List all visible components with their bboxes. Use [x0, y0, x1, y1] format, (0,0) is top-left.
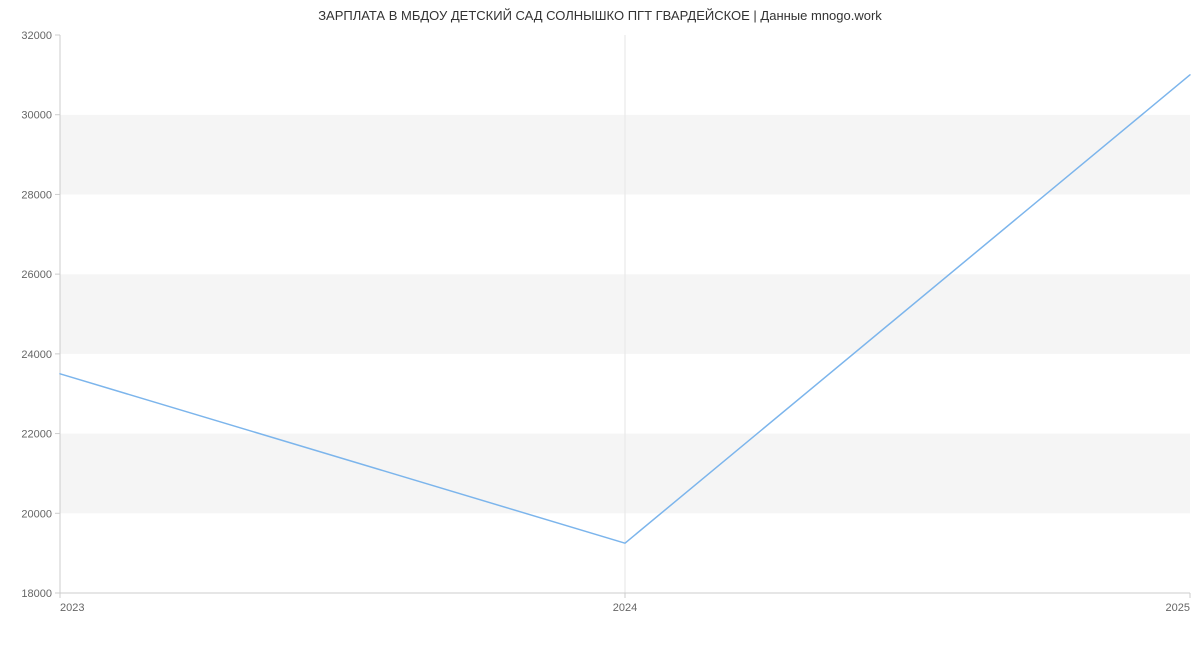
svg-text:32000: 32000 — [21, 30, 52, 42]
svg-text:22000: 22000 — [21, 429, 52, 441]
svg-text:30000: 30000 — [21, 110, 52, 122]
svg-text:2024: 2024 — [613, 602, 637, 614]
salary-line-chart: ЗАРПЛАТА В МБДОУ ДЕТСКИЙ САД СОЛНЫШКО ПГ… — [0, 0, 1200, 650]
svg-text:2025: 2025 — [1166, 602, 1190, 614]
svg-text:26000: 26000 — [21, 269, 52, 281]
chart-svg: 18000 20000 22000 24000 26000 28000 30000 32000… — [0, 0, 1200, 650]
chart-title: ЗАРПЛАТА В МБДОУ ДЕТСКИЙ САД СОЛНЫШКО ПГ… — [0, 8, 1200, 23]
svg-text:24000: 24000 — [21, 349, 52, 361]
svg-text:18000: 18000 — [21, 588, 52, 600]
svg-text:20000: 20000 — [21, 508, 52, 520]
svg-text:28000: 28000 — [21, 189, 52, 201]
svg-text:2023: 2023 — [60, 602, 84, 614]
